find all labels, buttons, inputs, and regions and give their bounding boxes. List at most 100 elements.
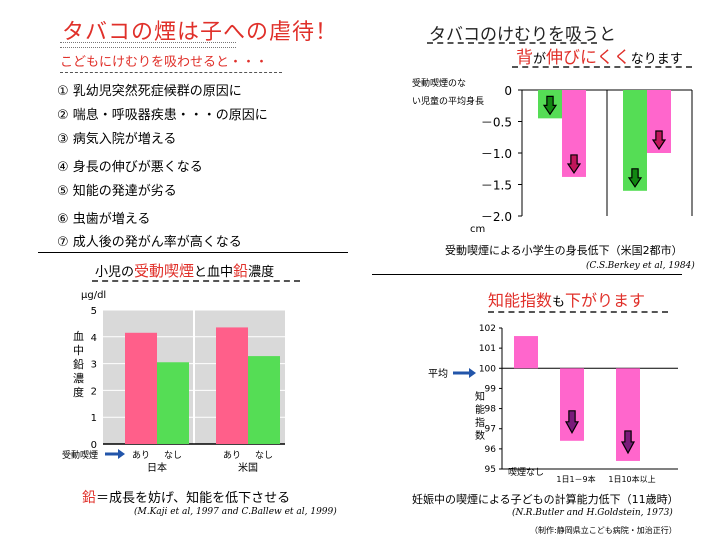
lead-conclusion-text: ＝成長を妨げ、知能を低下させる [96,491,291,506]
iq-tick-label: 95 [485,465,496,475]
height-caption: 受動喫煙による小学生の身長低下（米国2都市） [445,244,683,257]
height-y-unit: cm [470,224,485,235]
height-y-label: い児童の平均身長 [412,95,484,107]
iq-tick-label: 98 [485,405,497,415]
down-arrow-icon [620,430,636,455]
iq-title-red1: 知能指数 [488,291,553,310]
lead-bar-label: あり [223,450,241,461]
subtitle-underline [60,72,282,73]
effect-item: ① 乳幼児突然死症候群の原因に [57,84,242,99]
iq-title: 知能指数も下がります [488,287,645,311]
lead-chart-title: 小児の受動喫煙と血中鉛濃度 [95,260,274,281]
subtitle: こどもにけむりを吸わせると・・・ [60,55,269,70]
iq-y-label-char: 指 [475,416,485,429]
lead-group-label: 日本 [147,461,167,474]
lead-tick-label: 2 [91,386,97,397]
iq-y-label-char: 知 [475,390,485,403]
height-tick-label: －0.5 [481,116,512,130]
iq-caption: 妊娠中の喫煙による子どもの計算能力低下（11歳時） [412,493,679,506]
height-tick-label: 0 [504,84,512,98]
down-arrow-icon [627,168,643,188]
lead-tick-label: 1 [91,413,97,424]
credit: （制作:静岡県立こども病院・加治正行） [530,526,677,535]
iq-mean-label: 平均 [428,368,448,380]
effect-item: ② 喘息・呼吸器疾患・・・の原因に [57,108,268,123]
lead-y-label-char: 血 [73,329,84,343]
iq-y-label-char: 数 [475,429,485,442]
iq-citation: (N.R.Butler and H.Goldstein, 1973) [512,508,673,518]
height-title-underline2 [512,66,692,68]
lead-passive-label: 受動喫煙 [62,449,98,461]
lead-bar [216,327,248,444]
height-chart: 受動喫煙のな い児童の平均身長 0 －0.5 －1.0 －1.5 －2.0 cm [412,77,693,235]
main-title: タバコの煙は子への虐待！ [62,20,339,45]
iq-category-label: 1日1－9本 [556,474,595,484]
iq-y-label-char: 能 [475,403,485,416]
height-tick-label: －1.0 [481,147,512,161]
iq-title-mid: も [552,295,566,310]
section-divider [372,274,682,275]
effect-item: ③ 病気入院が増える [57,132,177,147]
height-y-label: 受動喫煙のな [412,77,466,89]
lead-y-label-char: 濃 [73,371,84,385]
lead-bar-label: あり [132,450,150,461]
lead-bar-label: なし [255,450,273,461]
effect-item: ⑥ 虫歯が増える [57,212,151,227]
lead-title-pre: 小児の [95,265,135,280]
height-title-line2: 背が伸びにくくなります [516,43,683,68]
height-tick-label: －1.5 [481,179,512,193]
lead-bar [157,362,189,444]
iq-tick-label: 100 [479,364,496,374]
lead-bar [248,356,280,444]
iq-tick-label: 99 [485,384,497,394]
iq-title-red2: 下がります [565,291,646,310]
down-arrow-icon [542,95,558,116]
lead-y-label-char: 中 [73,344,84,357]
down-arrow-icon [564,410,580,435]
lead-tick-label: 0 [91,440,97,451]
down-arrow-icon [566,154,582,175]
iq-tick-label: 101 [479,344,496,354]
height-title-post: なります [630,52,683,67]
iq-category-label: 1日10本以上 [608,474,655,484]
iq-tick-label: 102 [479,324,496,334]
lead-title-red2: 鉛 [233,262,249,280]
effect-item: ④ 身長の伸びが悪くなる [57,160,203,175]
lead-title-underline [92,280,300,282]
lead-title-post: 濃度 [248,265,275,280]
height-title-underline1 [427,42,597,44]
iq-tick-label: 97 [485,425,496,435]
height-title1: タバコのけむりを吸うと [429,25,616,45]
section-divider [38,252,348,253]
iq-bar [514,336,538,369]
height-title-line1: タバコのけむりを吸うと [429,20,616,45]
iq-category-label: 喫煙なし [508,466,544,478]
lead-conclusion-red: 鉛 [82,490,96,506]
lead-y-label-char: 度 [73,385,84,399]
height-title-red1: 背 [516,48,533,68]
lead-y-unit: μg/dl [81,290,106,301]
height-citation: (C.S.Berkey et al, 1984) [586,261,695,271]
lead-title-red: 受動喫煙 [134,262,195,280]
lead-tick-label: 5 [91,306,97,317]
lead-bar [125,332,157,444]
lead-bar-label: なし [164,450,182,461]
iq-chart: 平均 知能指数 95 96 97 98 99 100 101 102 喫煙なし 1日1－9本 1日… [428,324,678,484]
lead-title-mid: と血中 [194,265,234,280]
height-tick-label: －2.0 [481,210,512,224]
iq-title-underline [488,311,668,313]
title-underline [60,42,236,48]
lead-citation: (M.Kaji et al, 1997 and C.Ballew et al, … [134,507,337,517]
lead-conclusion: 鉛＝成長を妨げ、知能を低下させる [82,487,290,507]
down-arrow-icon [651,130,667,151]
lead-y-label-char: 鉛 [73,357,84,371]
height-title-mid: が [533,52,547,67]
lead-tick-label: 3 [91,360,97,371]
height-title-red2: 伸びにくく [546,48,631,68]
lead-y-label: 血中鉛濃度 [73,329,84,399]
iq-y-label: 知能指数 [475,390,485,442]
lead-tick-label: 4 [91,333,97,344]
right-arrow-icon [118,449,125,459]
right-arrow-icon [469,368,476,378]
